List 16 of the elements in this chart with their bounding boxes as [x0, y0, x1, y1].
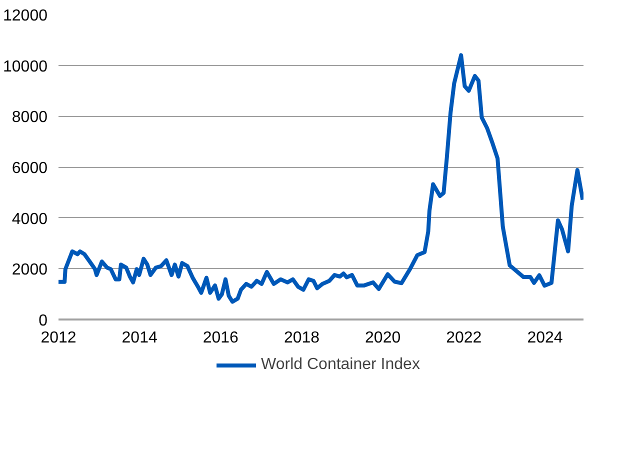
- y-tick-label: 8000: [12, 109, 48, 126]
- y-tick-label: 2000: [12, 262, 48, 279]
- x-tick-label: 2016: [202, 330, 239, 346]
- y-tick-label: 0: [38, 312, 48, 330]
- x-tick-label: 2024: [527, 330, 563, 346]
- legend-label: World Container Index: [261, 356, 420, 374]
- x-tick-label: 2022: [446, 330, 482, 346]
- line-series: [58, 53, 584, 304]
- y-tick-label: 4000: [12, 210, 48, 228]
- y-tick-label: 10000: [3, 58, 48, 76]
- x-tick-label: 2014: [122, 330, 158, 346]
- y-tick-label: 12000: [3, 8, 48, 24]
- x-tick-label: 2020: [365, 330, 401, 346]
- x-tick-label: 2012: [40, 330, 76, 346]
- x-tick-label: 2018: [284, 330, 320, 346]
- y-tick-label: 6000: [12, 160, 48, 177]
